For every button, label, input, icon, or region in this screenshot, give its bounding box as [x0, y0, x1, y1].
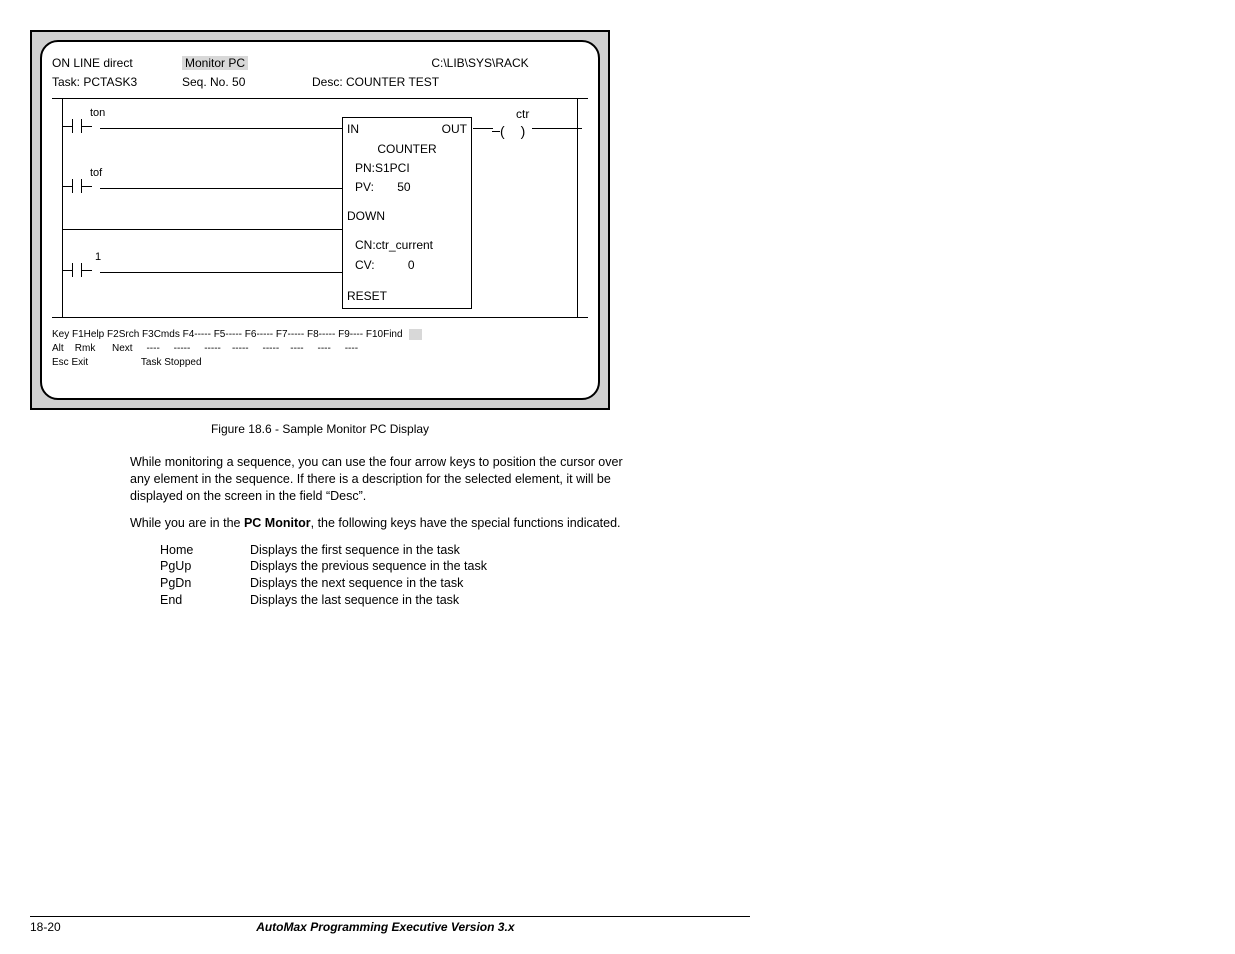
rung-wire-2 — [100, 188, 343, 189]
rung-wire-1 — [100, 128, 343, 129]
path-text: C:\LIB\SYS\RACK — [312, 54, 588, 73]
coil-close: ) — [521, 123, 526, 139]
desc-text: Desc: COUNTER TEST — [312, 73, 588, 92]
monitor-footer: Key F1Help F2Srch F3Cmds F4----- F5-----… — [52, 328, 588, 370]
contact-tof: tof — [62, 167, 102, 193]
monitor-header: ON LINE direct Monitor PC C:\LIB\SYS\RAC… — [52, 54, 588, 92]
footer-alt-line: Alt Rmk Next ---- ----- ----- ----- ----… — [52, 342, 588, 356]
seq-text: Seq. No. 50 — [182, 73, 312, 92]
key-function-table: Home Displays the first sequence in the … — [160, 542, 630, 610]
key-desc: Displays the last sequence in the task — [250, 592, 459, 609]
footer-esc-text: Esc Exit — [52, 357, 88, 368]
rung-wire-out — [473, 128, 493, 129]
p2-part-a: While you are in the — [130, 516, 244, 530]
page-number: 18-20 — [30, 920, 61, 934]
key-desc: Displays the first sequence in the task — [250, 542, 460, 559]
contact-ton: ton — [62, 107, 105, 133]
coil-symbol: ( ) — [492, 123, 529, 139]
counter-title: COUNTER — [347, 140, 467, 159]
footer-esc-line: Esc Exit Task Stopped — [52, 356, 588, 370]
footer-status: Task Stopped — [141, 357, 202, 368]
counter-in-label: IN — [347, 120, 359, 139]
figure-caption: Figure 18.6 - Sample Monitor PC Display — [30, 422, 610, 436]
status-text: ON LINE direct — [52, 54, 182, 73]
coil-ctr: ctr ( ) — [492, 107, 529, 139]
counter-pv-value: 50 — [397, 180, 410, 194]
footer-key-line: Key F1Help F2Srch F3Cmds F4----- F5-----… — [52, 328, 588, 342]
contact-symbol — [62, 263, 101, 277]
counter-pv-label: PV: — [355, 180, 374, 194]
monitor-frame-inner: ON LINE direct Monitor PC C:\LIB\SYS\RAC… — [40, 40, 600, 400]
rung-wire-3 — [100, 272, 343, 273]
coil-open: ( — [500, 123, 505, 139]
table-row: PgUp Displays the previous sequence in t… — [160, 558, 630, 575]
p2-part-b: PC Monitor — [244, 516, 311, 530]
monitor-frame-outer: ON LINE direct Monitor PC C:\LIB\SYS\RAC… — [30, 30, 610, 410]
key-name: Home — [160, 542, 250, 559]
page-footer: 18-20 AutoMax Programming Executive Vers… — [30, 916, 750, 934]
table-row: PgDn Displays the next sequence in the t… — [160, 575, 630, 592]
coil-ctr-label: ctr — [516, 107, 529, 121]
key-name: End — [160, 592, 250, 609]
rung-wire-to-rail — [532, 128, 582, 129]
contact-tof-label: tof — [90, 167, 102, 179]
page: ON LINE direct Monitor PC C:\LIB\SYS\RAC… — [30, 0, 750, 609]
paragraph-1: While monitoring a sequence, you can use… — [130, 454, 630, 505]
body-text: While monitoring a sequence, you can use… — [130, 454, 630, 609]
contact-ton-label: ton — [90, 107, 105, 119]
counter-reset: RESET — [347, 287, 467, 306]
key-desc: Displays the next sequence in the task — [250, 575, 463, 592]
key-name: PgDn — [160, 575, 250, 592]
paragraph-2: While you are in the PC Monitor, the fol… — [130, 515, 630, 532]
right-rail — [577, 99, 578, 317]
counter-down: DOWN — [347, 207, 467, 226]
counter-block: IN OUT COUNTER PN:S1PCI PV: 50 DOWN CN:c… — [342, 117, 472, 309]
contact-1-label: 1 — [95, 251, 101, 263]
counter-cv-label: CV: — [355, 258, 375, 272]
mode-text: Monitor PC — [182, 56, 248, 70]
counter-pn: PN:S1PCI — [347, 159, 467, 178]
contact-symbol — [62, 119, 105, 133]
contact-1: 1 — [62, 251, 101, 277]
key-name: PgUp — [160, 558, 250, 575]
table-row: Home Displays the first sequence in the … — [160, 542, 630, 559]
footer-title: AutoMax Programming Executive Version 3.… — [61, 920, 710, 934]
footer-key-text: Key F1Help F2Srch F3Cmds F4----- F5-----… — [52, 329, 403, 340]
task-text: Task: PCTASK3 — [52, 73, 182, 92]
counter-cn: CN:ctr_current — [347, 236, 467, 255]
key-desc: Displays the previous sequence in the ta… — [250, 558, 487, 575]
ladder-diagram: ton tof 1 — [52, 98, 588, 318]
counter-cv-value: 0 — [408, 258, 415, 272]
counter-out-label: OUT — [442, 120, 467, 139]
contact-symbol — [62, 179, 102, 193]
p2-part-c: , the following keys have the special fu… — [311, 516, 621, 530]
rung-wire-3a — [62, 229, 343, 230]
table-row: End Displays the last sequence in the ta… — [160, 592, 630, 609]
